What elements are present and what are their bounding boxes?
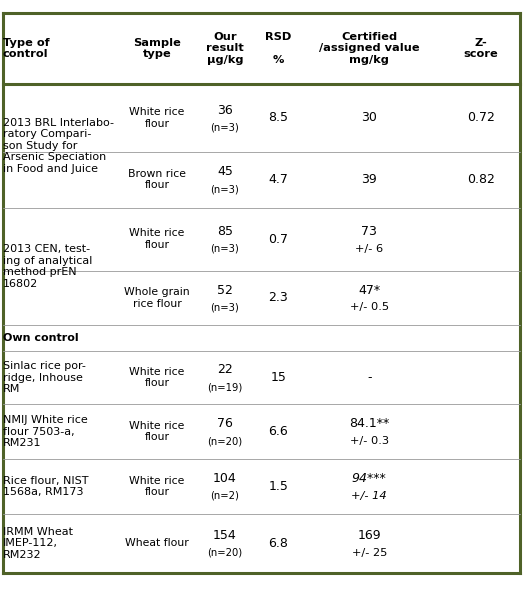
Text: Whole grain
rice flour: Whole grain rice flour — [124, 287, 190, 309]
Text: Certified
/assigned value
mg/kg: Certified /assigned value mg/kg — [319, 32, 419, 65]
Text: 104: 104 — [213, 472, 237, 486]
Text: 2013 BRL Interlabo-
ratory Compari-
son Study for
Arsenic Speciation
in Food and: 2013 BRL Interlabo- ratory Compari- son … — [3, 117, 113, 174]
Text: IRMM Wheat
IMEP-112,
RM232: IRMM Wheat IMEP-112, RM232 — [3, 527, 73, 560]
Text: 84.1**: 84.1** — [349, 417, 389, 431]
Text: 6.6: 6.6 — [268, 425, 288, 438]
Text: Our
result
μg/kg: Our result μg/kg — [206, 32, 244, 65]
Text: 6.8: 6.8 — [268, 537, 288, 550]
Text: 1.5: 1.5 — [268, 480, 288, 493]
Text: 45: 45 — [217, 165, 233, 179]
Text: (n=3): (n=3) — [211, 122, 239, 132]
Text: -: - — [367, 371, 371, 384]
Text: 0.72: 0.72 — [467, 111, 495, 124]
Text: NMIJ White rice
flour 7503-a,
RM231: NMIJ White rice flour 7503-a, RM231 — [3, 415, 87, 448]
Text: (n=3): (n=3) — [211, 244, 239, 254]
Text: (n=3): (n=3) — [211, 184, 239, 194]
Text: White rice
flour: White rice flour — [129, 476, 185, 497]
Text: 2.3: 2.3 — [268, 291, 288, 304]
Text: +/- 25: +/- 25 — [351, 548, 387, 558]
Text: 22: 22 — [217, 363, 233, 376]
Text: Own control: Own control — [3, 333, 78, 343]
Text: 94***: 94*** — [352, 472, 386, 486]
Text: +/- 0.3: +/- 0.3 — [350, 436, 389, 446]
Text: 36: 36 — [217, 103, 233, 117]
Text: 52: 52 — [217, 284, 233, 297]
Text: White rice
flour: White rice flour — [129, 107, 185, 129]
Text: 8.5: 8.5 — [268, 111, 288, 124]
Text: 4.7: 4.7 — [268, 173, 288, 186]
Text: 169: 169 — [357, 529, 381, 542]
Text: +/- 0.5: +/- 0.5 — [350, 303, 389, 312]
Text: +/- 6: +/- 6 — [355, 244, 383, 254]
Text: (n=20): (n=20) — [207, 436, 243, 446]
Text: (n=3): (n=3) — [211, 303, 239, 312]
Text: +/- 14: +/- 14 — [351, 491, 387, 501]
Text: RSD

%: RSD % — [265, 32, 291, 65]
Text: White rice
flour: White rice flour — [129, 421, 185, 442]
Text: Z-
score: Z- score — [464, 38, 498, 59]
Text: 30: 30 — [361, 111, 377, 124]
Text: 0.82: 0.82 — [467, 173, 495, 186]
Text: Sinlac rice por-
ridge, Inhouse
RM: Sinlac rice por- ridge, Inhouse RM — [3, 361, 85, 394]
Text: Rice flour, NIST
1568a, RM173: Rice flour, NIST 1568a, RM173 — [3, 476, 88, 497]
Text: 39: 39 — [361, 173, 377, 186]
Text: 15: 15 — [270, 371, 286, 384]
Text: (n=2): (n=2) — [210, 491, 240, 501]
Text: Type of
control: Type of control — [3, 38, 49, 59]
Text: 2013 CEN, test-
ing of analytical
method prEN
16802: 2013 CEN, test- ing of analytical method… — [3, 244, 92, 289]
Text: Sample
type: Sample type — [133, 38, 181, 59]
Text: Brown rice
flour: Brown rice flour — [128, 169, 186, 191]
Text: (n=20): (n=20) — [207, 548, 243, 558]
Text: White rice
flour: White rice flour — [129, 367, 185, 388]
Text: (n=19): (n=19) — [207, 382, 243, 392]
Text: 0.7: 0.7 — [268, 232, 288, 246]
Text: 73: 73 — [361, 225, 377, 238]
Text: Wheat flour: Wheat flour — [125, 539, 189, 548]
Text: 85: 85 — [217, 225, 233, 238]
Text: 76: 76 — [217, 417, 233, 431]
Text: White rice
flour: White rice flour — [129, 228, 185, 250]
Text: 154: 154 — [213, 529, 237, 542]
Text: 47*: 47* — [358, 284, 380, 297]
